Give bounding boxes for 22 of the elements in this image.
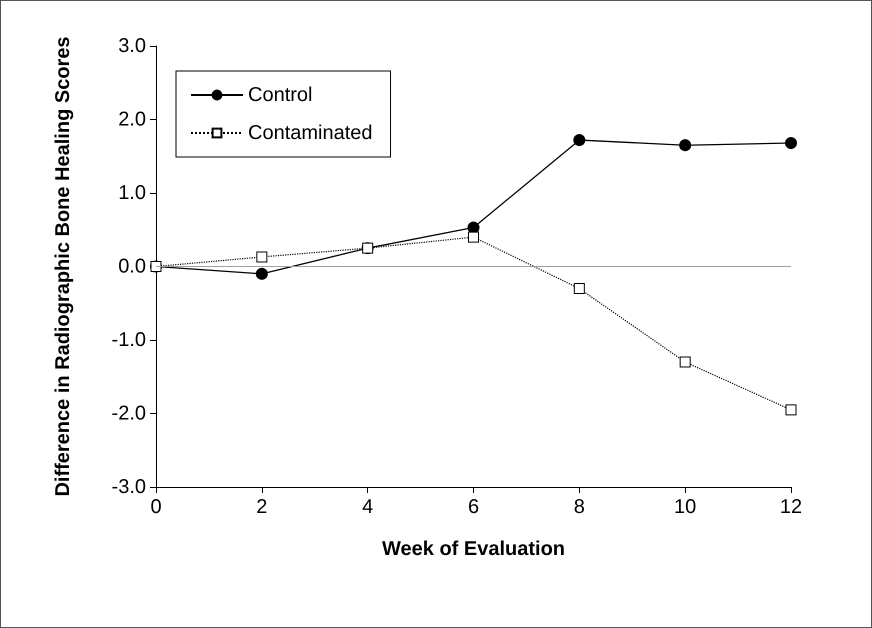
y-axis-title: Difference in Radiographic Bone Healing Scores: [52, 36, 74, 497]
legend-label: Control: [248, 84, 312, 106]
y-tick-label: -1.0: [112, 329, 146, 351]
x-tick-label: 4: [362, 496, 374, 518]
point: [573, 134, 586, 146]
x-tick-label: 10: [674, 496, 696, 518]
y-tick-label: -2.0: [112, 402, 146, 424]
y-tick-label: 3.0: [118, 35, 146, 57]
y-tick-label: 0.0: [118, 256, 146, 278]
x-tick-label: 8: [574, 496, 585, 518]
x-tick-label: 12: [780, 496, 802, 518]
point: [785, 137, 797, 150]
point: [256, 268, 268, 280]
x-axis-title: Week of Evaluation: [382, 538, 566, 560]
legend-label: Contaminated: [248, 122, 373, 144]
y-tick-label: 2.0: [118, 108, 146, 130]
x-tick-label: 0: [150, 496, 162, 518]
x-tick-label: 2: [256, 496, 268, 518]
y-tick-label: 1.0: [118, 182, 146, 204]
y-tick-label: -3.0: [112, 476, 146, 498]
x-tick-label: 6: [468, 496, 480, 518]
point: [679, 139, 692, 152]
